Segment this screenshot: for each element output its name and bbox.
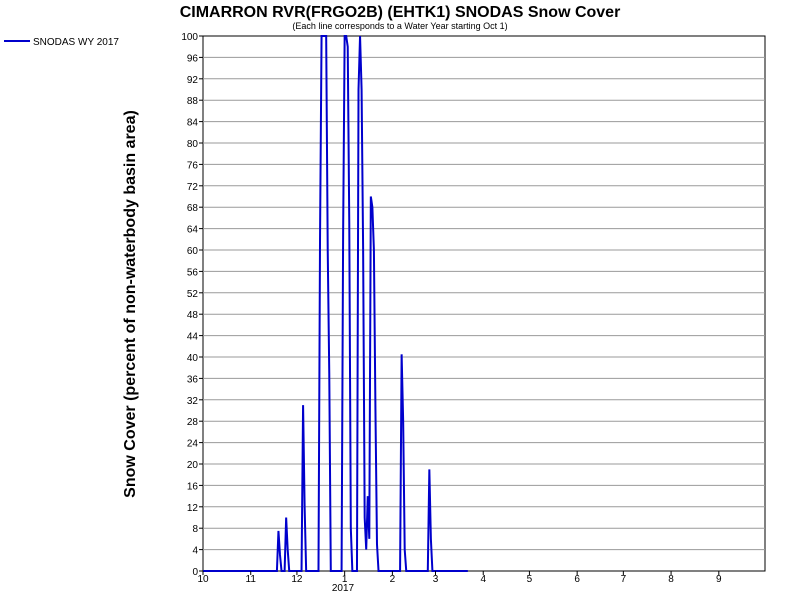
x-tick-label: 12 bbox=[291, 574, 303, 585]
y-tick-label: 4 bbox=[192, 546, 198, 557]
x-axis: 10 11 12 1 2 3 4 5 6 7 8 9 bbox=[197, 571, 722, 585]
y-tick-label: 64 bbox=[187, 225, 199, 236]
y-tick-label: 20 bbox=[187, 460, 199, 471]
chart-subtitle: (Each line corresponds to a Water Year s… bbox=[292, 21, 507, 31]
plot-area bbox=[202, 35, 766, 572]
y-axis-label: Snow Cover (percent of non-waterbody bas… bbox=[122, 110, 139, 498]
x-tick-label: 1 bbox=[342, 574, 348, 585]
x-tick-label: 4 bbox=[480, 574, 486, 585]
y-tick-label: 0 bbox=[192, 567, 198, 578]
y-tick-label: 32 bbox=[187, 396, 199, 407]
chart-title: CIMARRON RVR(FRGO2B) (EHTK1) SNODAS Snow… bbox=[180, 4, 621, 21]
y-tick-label: 44 bbox=[187, 332, 199, 343]
x-tick-label: 11 bbox=[246, 574, 257, 585]
legend: SNODAS WY 2017 bbox=[4, 37, 119, 48]
x-tick-label: 5 bbox=[527, 574, 533, 585]
series-layer bbox=[203, 35, 468, 572]
y-tick-label: 40 bbox=[187, 353, 199, 364]
x-tick-label: 9 bbox=[716, 574, 722, 585]
y-tick-label: 92 bbox=[187, 75, 199, 86]
y-tick-label: 80 bbox=[187, 139, 199, 150]
y-tick-label: 52 bbox=[187, 289, 199, 300]
y-tick-label: 96 bbox=[187, 53, 199, 64]
x-tick-label: 7 bbox=[621, 574, 627, 585]
y-tick-label: 60 bbox=[187, 246, 199, 257]
y-tick-label: 28 bbox=[187, 417, 199, 428]
y-tick-label: 72 bbox=[187, 182, 199, 193]
y-tick-label: 100 bbox=[181, 32, 198, 43]
x-tick-label: 8 bbox=[668, 574, 674, 585]
y-tick-label: 48 bbox=[187, 310, 199, 321]
y-tick-label: 16 bbox=[187, 481, 199, 492]
y-tick-label: 36 bbox=[187, 374, 199, 385]
y-tick-label: 8 bbox=[192, 524, 198, 535]
x-tick-label: 6 bbox=[574, 574, 580, 585]
y-tick-label: 12 bbox=[187, 503, 199, 514]
series-line-snodas-wy-2017 bbox=[203, 35, 468, 572]
gridlines bbox=[203, 56, 765, 551]
legend-label: SNODAS WY 2017 bbox=[33, 37, 119, 48]
x-tick-label: 3 bbox=[433, 574, 439, 585]
y-tick-label: 88 bbox=[187, 96, 199, 107]
y-axis: 0481216202428323640444852566064687276808… bbox=[181, 32, 203, 578]
x-axis-year-label: 2017 bbox=[332, 583, 355, 594]
y-tick-label: 56 bbox=[187, 267, 199, 278]
y-tick-label: 84 bbox=[187, 118, 199, 129]
y-tick-label: 76 bbox=[187, 160, 199, 171]
x-tick-label: 2 bbox=[390, 574, 396, 585]
y-tick-label: 24 bbox=[187, 439, 199, 450]
y-tick-label: 68 bbox=[187, 203, 199, 214]
x-tick-label: 10 bbox=[197, 574, 209, 585]
